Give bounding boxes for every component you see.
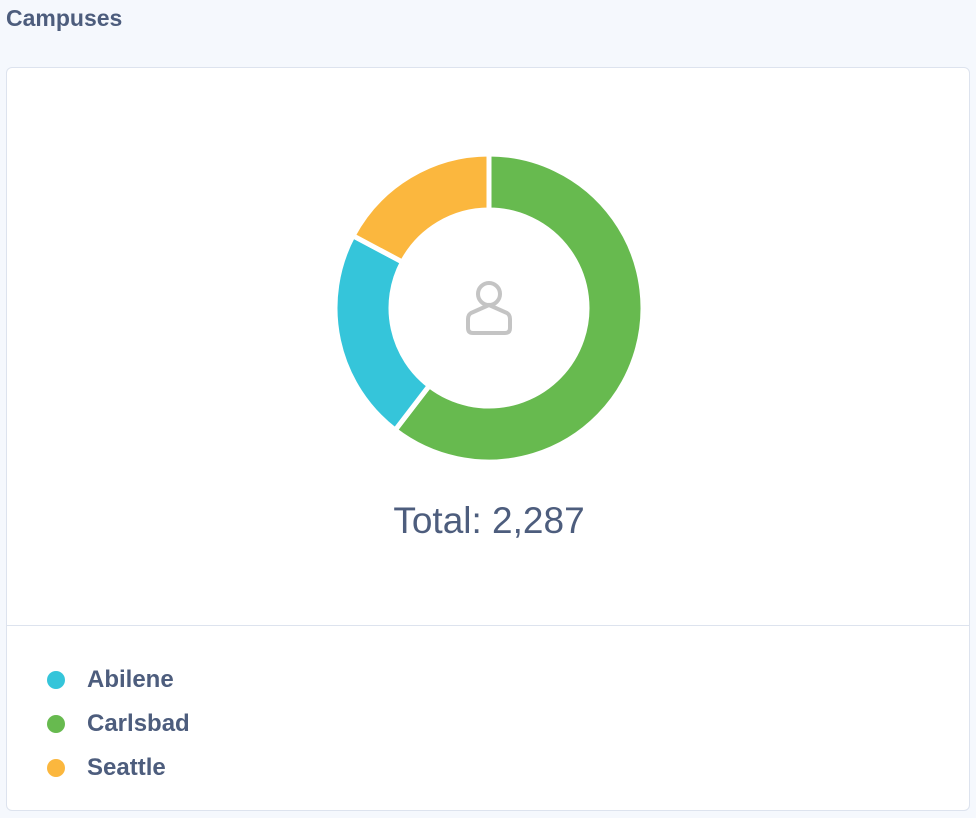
legend-swatch bbox=[47, 671, 65, 689]
legend-swatch bbox=[47, 715, 65, 733]
slice-abilene[interactable] bbox=[332, 232, 433, 434]
legend-item-seattle[interactable]: Seattle bbox=[47, 746, 190, 790]
slice-seattle[interactable] bbox=[349, 151, 492, 266]
legend: Abilene Carlsbad Seattle bbox=[47, 658, 190, 790]
total-label: Total: 2,287 bbox=[393, 500, 585, 541]
legend-label: Seattle bbox=[87, 754, 166, 781]
legend-label: Abilene bbox=[87, 666, 174, 693]
divider bbox=[7, 625, 969, 626]
user-icon bbox=[466, 281, 512, 335]
legend-item-carlsbad[interactable]: Carlsbad bbox=[47, 702, 190, 746]
slice-carlsbad[interactable] bbox=[391, 151, 646, 465]
legend-item-abilene[interactable]: Abilene bbox=[47, 658, 190, 702]
page-title: Campuses bbox=[6, 5, 123, 31]
legend-swatch bbox=[47, 759, 65, 777]
legend-label: Carlsbad bbox=[87, 710, 190, 737]
donut-chart bbox=[332, 151, 646, 465]
chart-card: Total: 2,287 Abilene Carlsbad Seattle bbox=[6, 67, 970, 811]
